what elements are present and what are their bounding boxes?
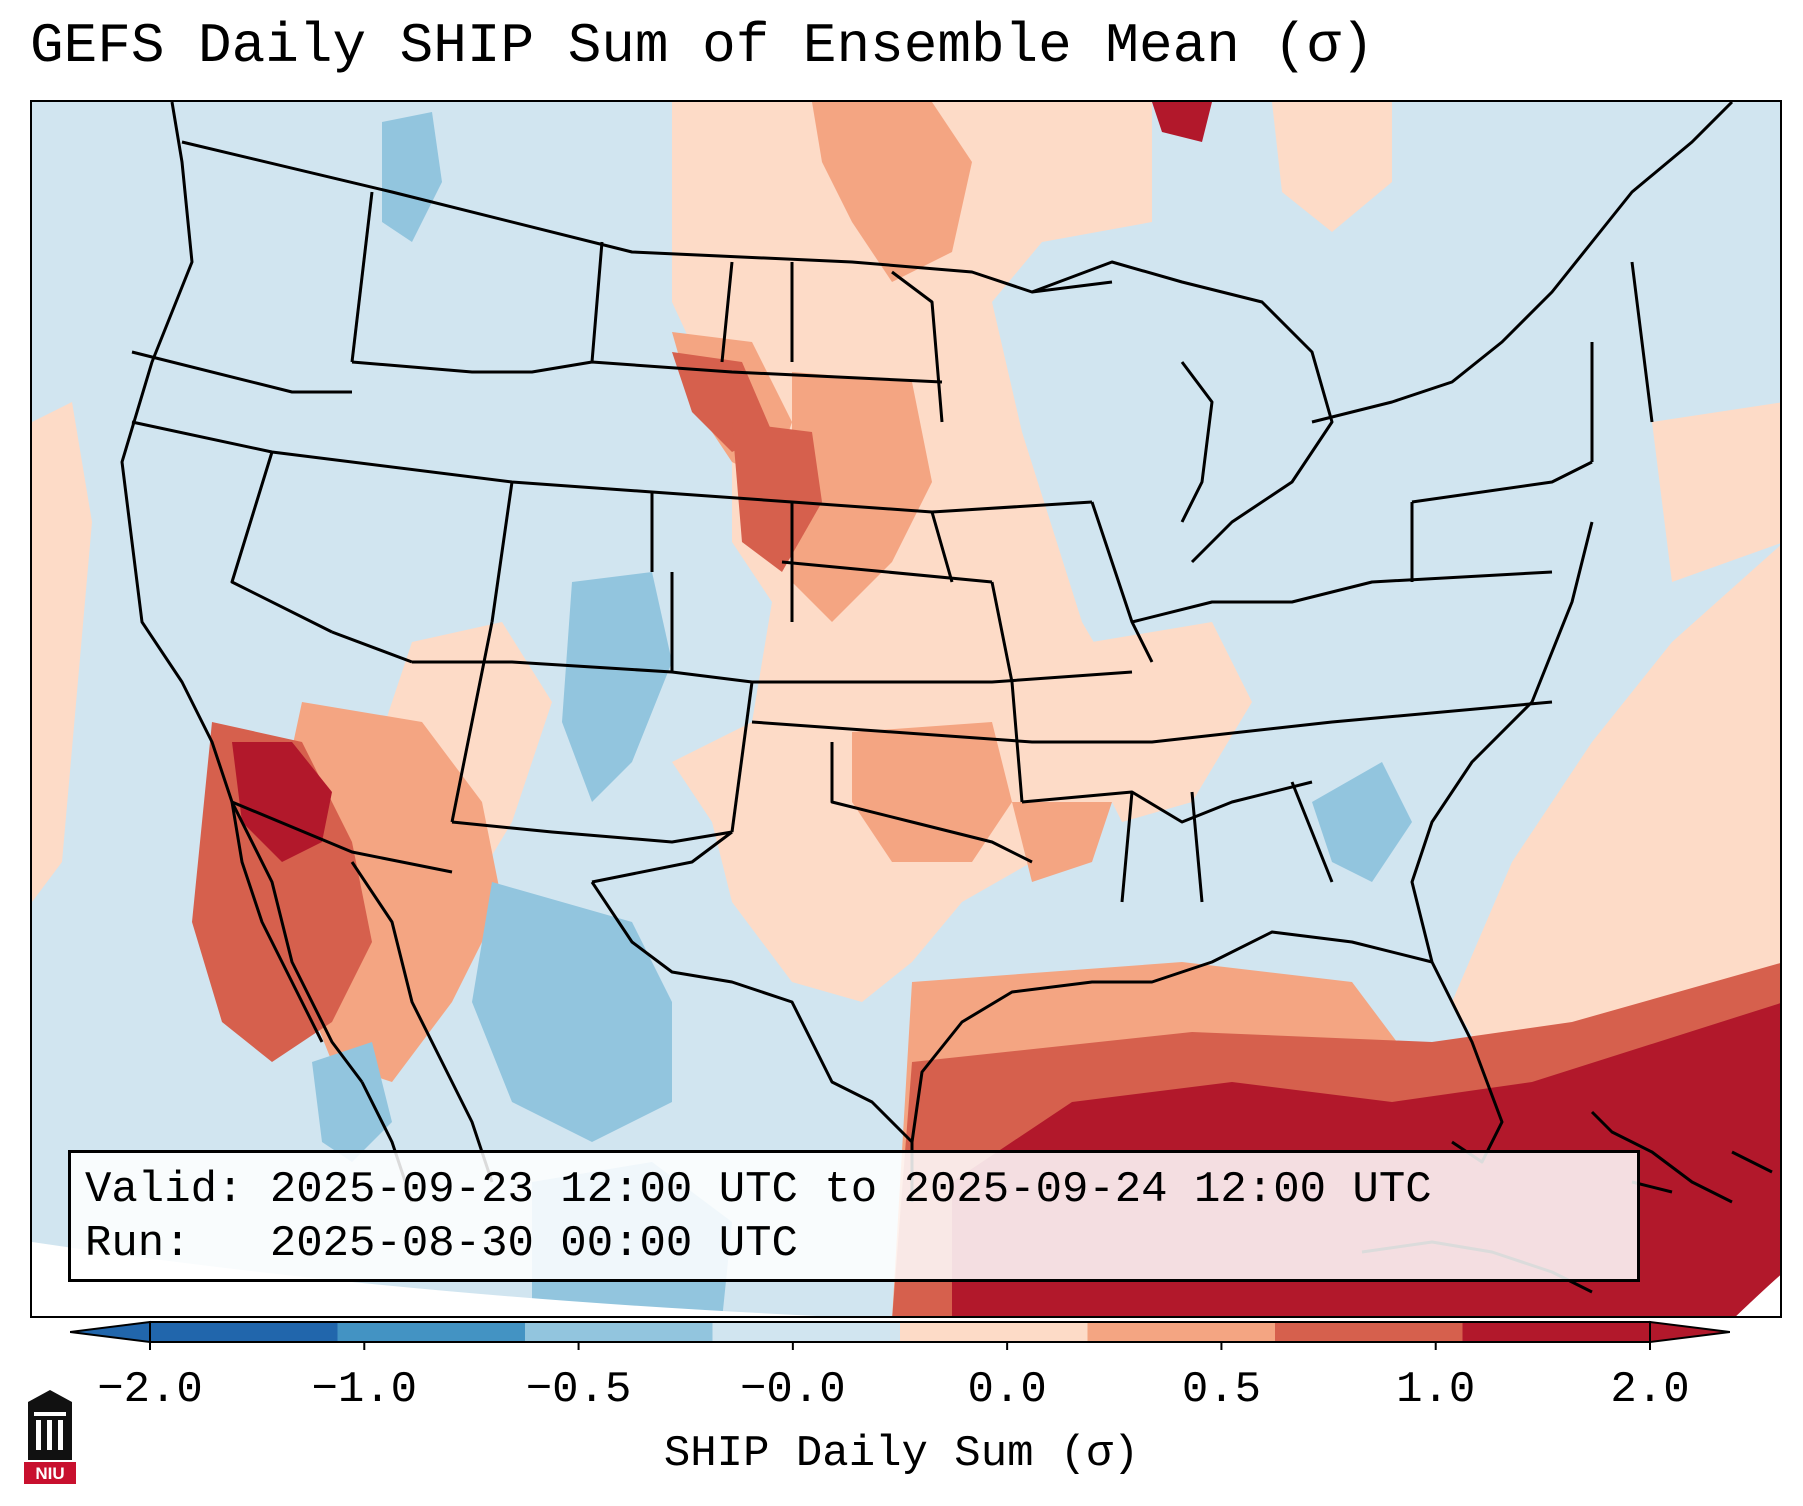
colorbar-extend-low — [70, 1320, 151, 1344]
valid-label: Valid: — [85, 1165, 244, 1215]
colorbar-segment — [1462, 1322, 1651, 1342]
colorbar-tick-label: −0.5 — [525, 1365, 632, 1415]
anomaly-map — [32, 102, 1780, 1316]
colorbar-tick-label: 0.0 — [967, 1365, 1047, 1415]
colorbar-segment — [900, 1322, 1088, 1342]
colorbar-segment — [525, 1322, 713, 1342]
colorbar-label: SHIP Daily Sum (σ) — [663, 1429, 1140, 1479]
colorbar-tick-label: 2.0 — [1610, 1365, 1690, 1415]
colorbar-segment — [150, 1322, 338, 1342]
colorbar-segment — [337, 1322, 526, 1342]
run-time: 2025-08-30 00:00 UTC — [269, 1219, 798, 1269]
figure-title: GEFS Daily SHIP Sum of Ensemble Mean (σ) — [30, 14, 1375, 78]
colorbar-tick-label: 1.0 — [1396, 1365, 1476, 1415]
colorbar-tick-label: −1.0 — [311, 1365, 418, 1415]
colorbar-segment — [712, 1322, 901, 1342]
niu-logo: NIU — [24, 1390, 76, 1484]
colorbar-tick-label: 0.5 — [1181, 1365, 1262, 1415]
valid-run-box: Valid: 2025-09-23 12:00 UTC to 2025-09-2… — [68, 1150, 1640, 1282]
domain-edge — [32, 1242, 818, 1316]
colorbar-tick-label: −2.0 — [97, 1365, 203, 1415]
colorbar-tick-label: −0.0 — [740, 1365, 846, 1415]
colorbar-extend-high — [1649, 1320, 1730, 1344]
map-panel[interactable]: Valid: 2025-09-23 12:00 UTC to 2025-09-2… — [30, 100, 1782, 1318]
colorbar — [70, 1320, 1730, 1350]
logo-text: NIU — [35, 1464, 64, 1483]
colorbar-segment — [1275, 1322, 1463, 1342]
colorbar-segment — [1087, 1322, 1276, 1342]
political-boundaries — [120, 102, 1773, 1294]
valid-range: 2025-09-23 12:00 UTC to 2025-09-24 12:00… — [269, 1165, 1432, 1215]
run-label: Run: — [85, 1219, 191, 1269]
